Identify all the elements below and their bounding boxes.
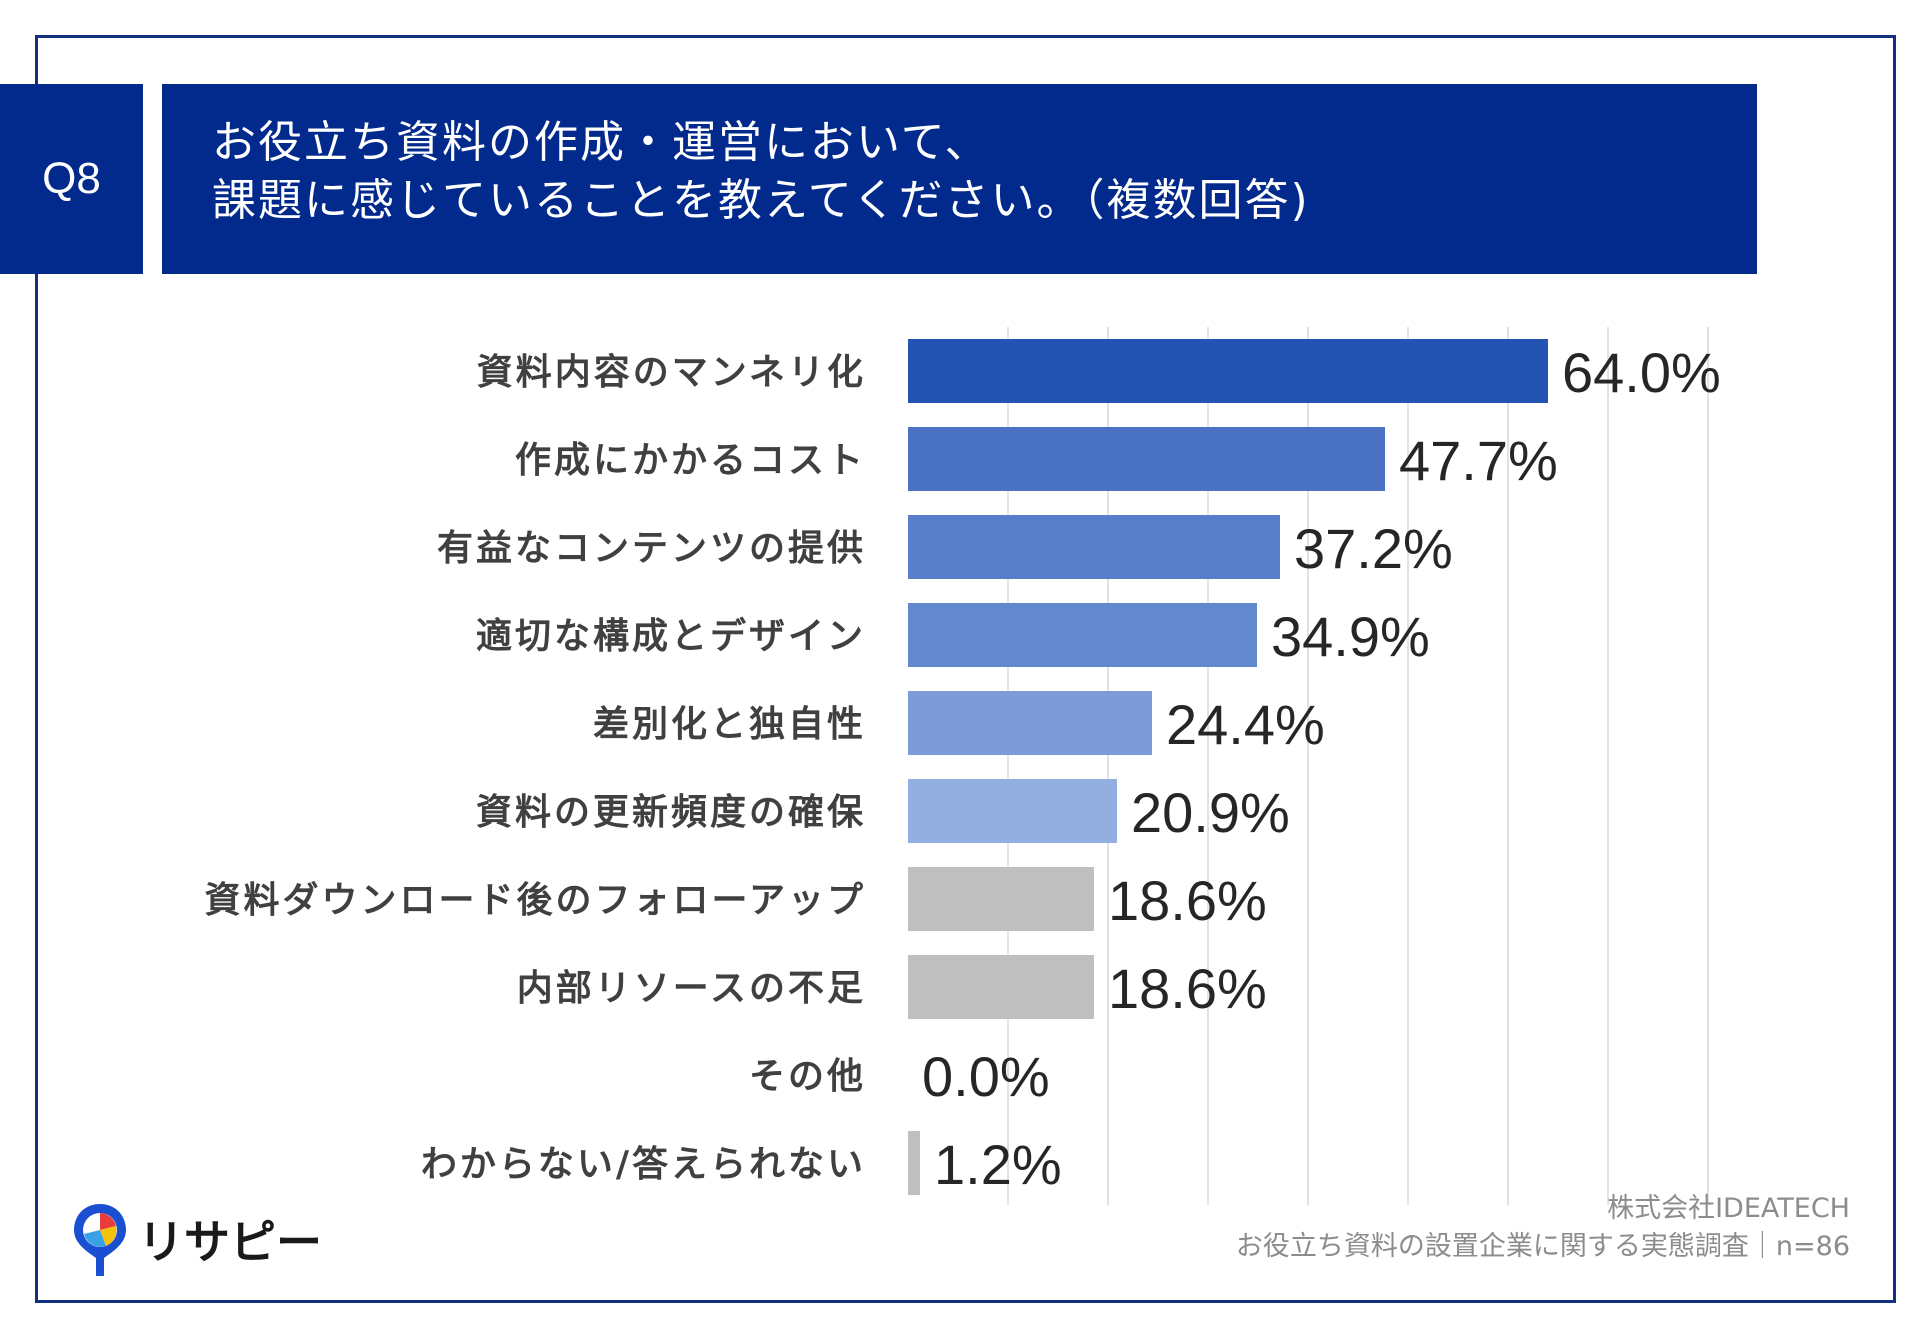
title-line-1: お役立ち資料の作成・運営において、 <box>212 117 991 168</box>
bar <box>908 1131 920 1195</box>
question-label: Q8 <box>42 154 101 203</box>
category-label: 資料の更新頻度の確保 <box>476 792 866 833</box>
category-label: 資料ダウンロード後のフォローアップ <box>204 880 866 921</box>
chart-frame <box>35 35 1896 1303</box>
bar <box>908 955 1094 1019</box>
value-label: 34.9% <box>1271 605 1430 668</box>
title-banner: お役立ち資料の作成・運営において、 課題に感じていることを教えてください。（複数… <box>162 84 1757 274</box>
question-badge: Q8 <box>0 84 143 274</box>
category-label: 有益なコンテンツの提供 <box>437 528 866 569</box>
value-label: 24.4% <box>1166 693 1325 756</box>
footer-company: 株式会社IDEATECH <box>1607 1193 1850 1224</box>
value-label: 47.7% <box>1399 429 1558 492</box>
category-label: わからない/答えられない <box>421 1144 866 1185</box>
pin-logo-icon <box>74 1204 126 1276</box>
category-label: 作成にかかるコスト <box>515 440 866 481</box>
value-label: 1.2% <box>934 1133 1062 1196</box>
value-label: 18.6% <box>1108 957 1267 1020</box>
category-label: 差別化と独自性 <box>593 704 866 745</box>
value-label: 0.0% <box>922 1045 1050 1108</box>
bar <box>908 427 1385 491</box>
category-label: その他 <box>749 1056 866 1097</box>
logo-text: リサピー <box>138 1215 322 1269</box>
bar <box>908 867 1094 931</box>
bar <box>908 603 1257 667</box>
bar <box>908 691 1152 755</box>
bar <box>908 515 1280 579</box>
brand-logo: リサピー <box>74 1204 322 1276</box>
category-label: 適切な構成とデザイン <box>476 615 866 657</box>
footer-survey: お役立ち資料の設置企業に関する実態調査｜n=86 <box>1235 1231 1850 1262</box>
value-label: 18.6% <box>1108 869 1267 932</box>
value-label: 37.2% <box>1294 517 1453 580</box>
category-label: 資料内容のマンネリ化 <box>477 352 866 393</box>
value-label: 64.0% <box>1562 341 1721 404</box>
source-footer: 株式会社IDEATECH お役立ち資料の設置企業に関する実態調査｜n=86 <box>1236 1190 1850 1266</box>
value-label: 20.9% <box>1131 781 1290 844</box>
category-label: 内部リソースの不足 <box>517 968 866 1009</box>
bar <box>908 339 1548 403</box>
bar <box>908 779 1117 843</box>
title-line-2: 課題に感じていることを教えてください。（複数回答) <box>212 175 1310 226</box>
